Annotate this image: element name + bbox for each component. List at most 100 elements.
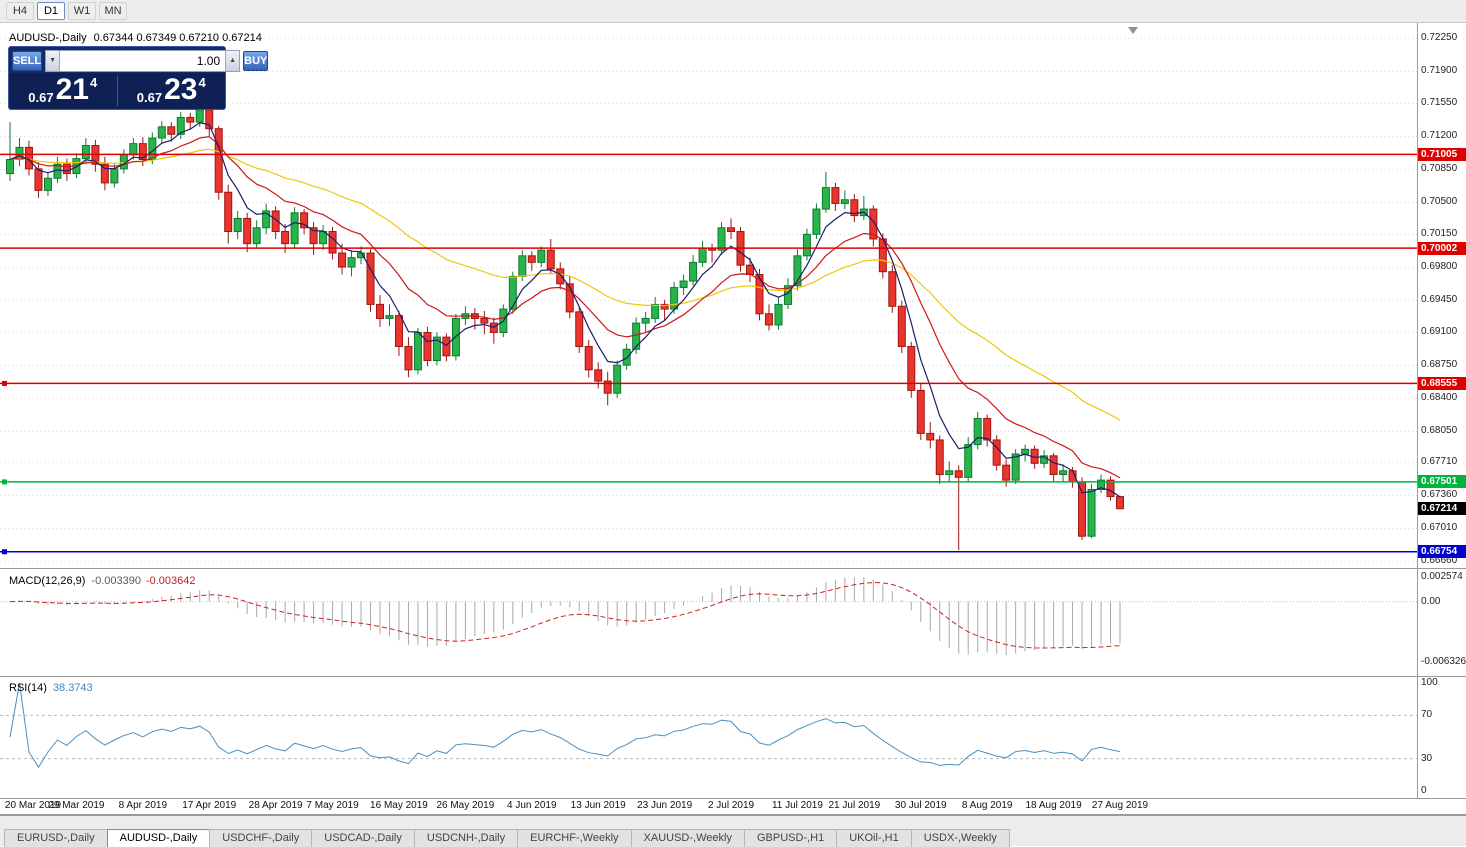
- candle: [935, 439, 944, 476]
- candle: [413, 331, 422, 371]
- buy-button[interactable]: BUY: [243, 50, 269, 71]
- candle: [869, 208, 878, 240]
- chart-tab-xauusd-weekly[interactable]: XAUUSD-,Weekly: [630, 829, 745, 847]
- chart-tab-eurchf-weekly[interactable]: EURCHF-,Weekly: [517, 829, 632, 847]
- ohlc-values: 0.67344 0.67349 0.67210 0.67214: [93, 32, 262, 44]
- candle: [774, 303, 783, 326]
- price-axis-label: 0.68050: [1421, 424, 1458, 436]
- chart-tab-audusd-daily[interactable]: AUDUSD-,Daily: [106, 829, 211, 847]
- chart-tab-usdcad-daily[interactable]: USDCAD-,Daily: [311, 829, 415, 847]
- candle: [243, 217, 252, 245]
- candle: [43, 177, 52, 191]
- buy-price-quote[interactable]: 0.67 23 4: [118, 73, 226, 109]
- chart-tabs-bar: EURUSD-,Daily AUDUSD-,Daily USDCHF-,Daily U…: [0, 829, 1466, 847]
- candle: [366, 252, 375, 305]
- chart-tab-usdx-weekly[interactable]: USDX-,Weekly: [910, 829, 1010, 847]
- candle: [565, 283, 574, 313]
- date-axis-label: 28 Apr 2019: [248, 800, 303, 811]
- candle: [907, 345, 916, 391]
- sell-price-point: 4: [89, 75, 98, 90]
- candle: [1021, 448, 1030, 455]
- date-axis-label: 21 Jul 2019: [828, 800, 881, 811]
- chart-tab-eurusd-daily[interactable]: EURUSD-,Daily: [4, 829, 108, 847]
- price-chart-canvas[interactable]: [0, 23, 1466, 815]
- chart-tab-usdchf-daily[interactable]: USDCHF-,Daily: [209, 829, 313, 847]
- timeframe-button-h4[interactable]: H4: [6, 2, 34, 20]
- symbol-period-label: AUDUSD-,Daily: [9, 32, 87, 44]
- ma-line-medium-ma: [9, 135, 1121, 479]
- timeframe-button-w1[interactable]: W1: [68, 2, 96, 20]
- price-axis-label: 0.68400: [1421, 391, 1458, 403]
- sell-price-prefix: 0.67: [28, 90, 54, 105]
- macd-title: MACD(12,26,9): [9, 575, 86, 587]
- candle: [755, 274, 764, 315]
- candle: [271, 210, 280, 233]
- timeframe-toolbar: H4 D1 W1 MN: [0, 0, 1466, 23]
- candle: [338, 252, 347, 268]
- candle: [546, 249, 555, 270]
- candle: [129, 143, 138, 156]
- candle: [622, 348, 631, 366]
- candle: [518, 255, 527, 277]
- candle: [404, 345, 413, 371]
- candle: [831, 187, 840, 204]
- macd-axis-label: 0.00: [1421, 595, 1441, 607]
- chart-window[interactable]: AUDUSD-,Daily 0.67344 0.67349 0.67210 0.6…: [0, 23, 1466, 815]
- candle: [537, 249, 546, 263]
- date-axis-label: 2 Jul 2019: [707, 800, 755, 811]
- candle: [575, 311, 584, 347]
- volume-stepper: ▼ ▲: [45, 49, 241, 72]
- price-axis-label: 0.67360: [1421, 489, 1458, 501]
- candle: [888, 271, 897, 307]
- buy-price-pips: 23: [164, 73, 198, 106]
- candle: [527, 255, 536, 263]
- candle: [1078, 481, 1087, 537]
- rsi-axis-label: 70: [1421, 709, 1433, 721]
- timeframe-button-mn[interactable]: MN: [99, 2, 127, 20]
- timeframe-button-d1[interactable]: D1: [37, 2, 65, 20]
- level-line-handle[interactable]: [2, 549, 7, 555]
- candle: [432, 336, 441, 361]
- level-price-tag: 0.70002: [1418, 241, 1466, 255]
- macd-axis-label: 0.002574: [1421, 571, 1463, 582]
- rsi-axis-label: 100: [1421, 677, 1438, 688]
- volume-increase-icon[interactable]: ▲: [225, 50, 240, 71]
- window-bottom-bar: EURUSD-,Daily AUDUSD-,Daily USDCHF-,Daily U…: [0, 815, 1466, 847]
- candle: [252, 227, 261, 245]
- candle: [300, 212, 309, 229]
- macd-indicator-label: MACD(12,26,9) -0.003390 -0.003642: [9, 575, 196, 587]
- candle: [309, 227, 318, 245]
- candle: [385, 315, 394, 319]
- rsi-indicator-label: RSI(14) 38.3743: [9, 682, 93, 694]
- chart-tab-gbpusd-h1[interactable]: GBPUSD-,H1: [743, 829, 838, 847]
- level-line-handle[interactable]: [2, 479, 7, 485]
- price-axis-label: 0.69450: [1421, 293, 1458, 305]
- candle: [81, 145, 90, 160]
- date-axis-label: 20 Mar 2019: [4, 800, 62, 811]
- price-divider: [116, 76, 118, 106]
- candle: [347, 257, 356, 268]
- volume-decrease-icon[interactable]: ▼: [46, 50, 61, 71]
- candle: [224, 191, 233, 233]
- candle: [1011, 453, 1020, 481]
- volume-input[interactable]: [60, 50, 226, 71]
- candle: [850, 199, 859, 217]
- candle: [584, 345, 593, 371]
- date-axis-label: 18 Aug 2019: [1025, 800, 1082, 811]
- sell-price-quote[interactable]: 0.67 21 4: [9, 73, 117, 109]
- candle: [62, 163, 71, 175]
- candle: [632, 322, 641, 350]
- chart-tab-ukoil-h1[interactable]: UKOil-,H1: [836, 829, 912, 847]
- price-axis-label: 0.71550: [1421, 97, 1458, 109]
- chart-tab-usdcnh-daily[interactable]: USDCNH-,Daily: [413, 829, 519, 847]
- rsi-axis-label: 0: [1421, 785, 1427, 796]
- price-axis-label: 0.68750: [1421, 359, 1458, 371]
- candle: [1002, 464, 1011, 481]
- candle: [926, 432, 935, 441]
- level-price-tag: 0.66754: [1418, 545, 1466, 559]
- candle: [290, 212, 299, 245]
- level-line-handle[interactable]: [2, 380, 7, 386]
- sell-button[interactable]: SELL: [12, 50, 43, 71]
- candle: [793, 255, 802, 287]
